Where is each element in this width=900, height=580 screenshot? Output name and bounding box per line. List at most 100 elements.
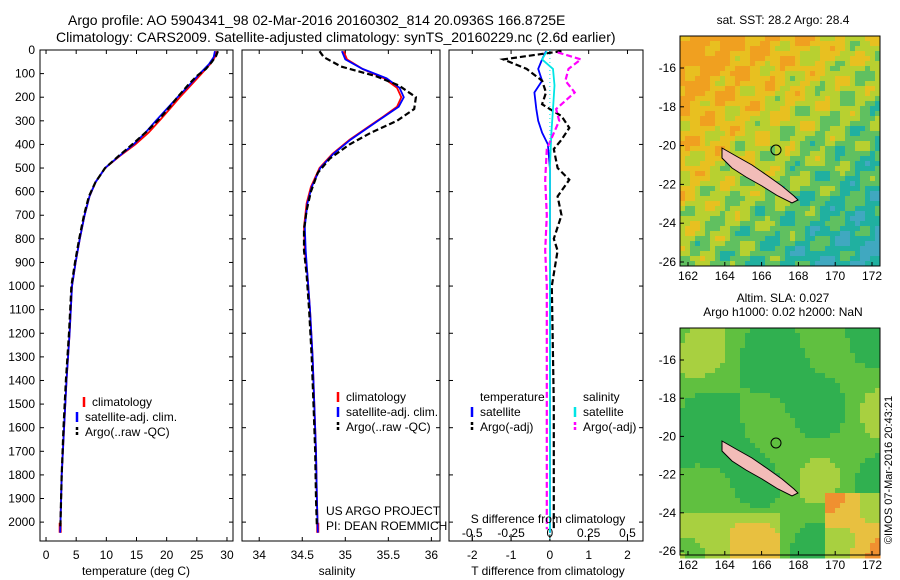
sla-map-cell [845, 403, 851, 409]
sla-map-cell [735, 493, 741, 499]
sla-map-cell [690, 538, 696, 544]
sst-map-cell [705, 231, 711, 237]
sst-map-cell [775, 51, 781, 57]
sst-map-cell [870, 236, 876, 242]
sst-map-cell [765, 246, 771, 252]
sst-map-cell [845, 236, 851, 242]
sla-map-cell [705, 368, 711, 374]
sst-map-cell [795, 261, 801, 267]
sla-map-cell [700, 493, 706, 499]
sst-map-cell [755, 126, 761, 132]
sla-map-cell [760, 503, 766, 509]
sst-map-cell [685, 131, 691, 137]
sla-map-cell [715, 363, 721, 369]
sla-map-cell [765, 368, 771, 374]
sst-map-cell [840, 91, 846, 97]
sst-map-cell [875, 211, 881, 217]
sst-map-cell [790, 231, 796, 237]
sst-map-cell [820, 226, 826, 232]
sst-map-cell [855, 191, 861, 197]
sla-map-cell [775, 453, 781, 459]
sst-map-cell [850, 181, 856, 187]
sst-map-cell [690, 196, 696, 202]
sst-map-cell [855, 246, 861, 252]
sla-map-cell [775, 398, 781, 404]
sla-map-cell [835, 493, 841, 499]
sla-map-cell [730, 523, 736, 529]
sla-map-cell [685, 548, 691, 554]
sst-map-cell [760, 56, 766, 62]
sla-map-cell [850, 403, 856, 409]
sst-map-cell [875, 56, 881, 62]
sst-map-cell [820, 251, 826, 257]
sla-map-cell [825, 423, 831, 429]
sla-map-cell [815, 493, 821, 499]
sst-map-cell [865, 161, 871, 167]
sst-map-cell [690, 221, 696, 227]
sla-map-cell [875, 438, 881, 444]
sst-map-cell [820, 81, 826, 87]
sla-map-cell [825, 383, 831, 389]
sst-map-cell [680, 116, 686, 122]
sst-map-cell [830, 91, 836, 97]
sla-map-cell [835, 523, 841, 529]
sla-map-cell [825, 388, 831, 394]
sst-map-cell [785, 121, 791, 127]
sst-map-cell [720, 81, 726, 87]
sst-map-cell [800, 81, 806, 87]
sst-map-cell [850, 46, 856, 52]
sla-map-cell [870, 338, 876, 344]
sst-map-cell [815, 256, 821, 262]
sst-map-cell [755, 86, 761, 92]
sst-map-cell [845, 156, 851, 162]
sst-map-cell [845, 176, 851, 182]
sst-map-cell [840, 146, 846, 152]
sla-map-cell [680, 353, 686, 359]
sst-map-cell [700, 156, 706, 162]
sst-map-cell [840, 246, 846, 252]
sst-map-cell [775, 201, 781, 207]
sst-map-cell [785, 256, 791, 262]
sst-map-cell [690, 151, 696, 157]
sst-map-cell [695, 91, 701, 97]
sst-map-cell [725, 61, 731, 67]
sst-map-cell [845, 211, 851, 217]
sst-map-cell [855, 126, 861, 132]
sla-map-cell [695, 458, 701, 464]
sst-map-cell [875, 81, 881, 87]
sla-map-cell [685, 503, 691, 509]
sla-map-cell [855, 353, 861, 359]
sst-map-cell [695, 36, 701, 42]
sst-map-cell [830, 151, 836, 157]
sla-map-cell [860, 383, 866, 389]
sst-map-cell [690, 36, 696, 42]
sst-map-cell [830, 131, 836, 137]
sla-map-cell [780, 538, 786, 544]
sst-map-cell [740, 196, 746, 202]
sla-map-cell [835, 548, 841, 554]
sst-map-cell [760, 121, 766, 127]
sst-map-cell [850, 191, 856, 197]
sst-map-cell [865, 181, 871, 187]
sla-map-cell [720, 458, 726, 464]
sst-map-cell [745, 131, 751, 137]
sla-map-cell [700, 438, 706, 444]
sst-map-cell [770, 146, 776, 152]
sla-map-cell [775, 433, 781, 439]
sst-map-cell [690, 126, 696, 132]
sst-map-cell [825, 201, 831, 207]
sla-map-cell [690, 328, 696, 334]
sla-map-cell [815, 528, 821, 534]
sla-map-cell [840, 478, 846, 484]
sst-map-cell [680, 241, 686, 247]
sst-map-cell [700, 96, 706, 102]
sla-map-cell [795, 528, 801, 534]
sst-map-cell [735, 151, 741, 157]
sla-map-cell [745, 383, 751, 389]
sst-map-cell [770, 41, 776, 47]
sla-map-cell [710, 343, 716, 349]
sla-map-cell [690, 488, 696, 494]
sst-map-cell [755, 226, 761, 232]
sst-map-cell [760, 251, 766, 257]
sst-map-cell [765, 146, 771, 152]
